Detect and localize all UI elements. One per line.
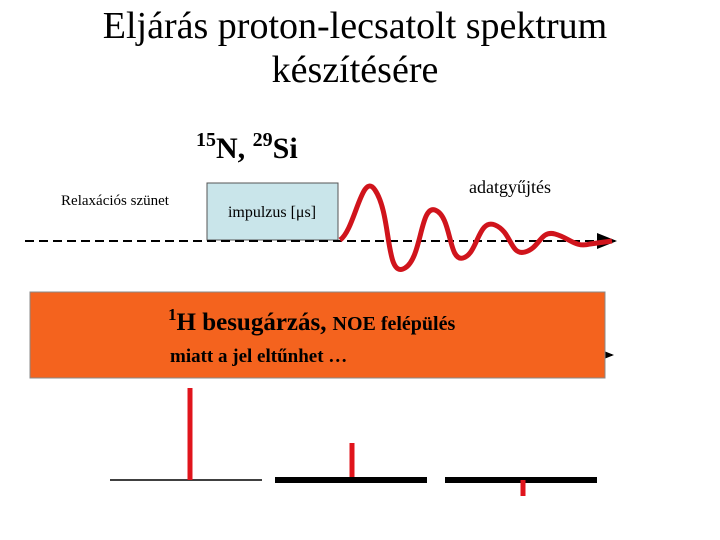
irradiation-line: H besugárzás, [177,309,327,336]
irradiation-line: NOE felépülés [333,313,456,335]
pulse-label: impulzus [μs] [228,204,316,221]
title-line: készítésére [272,49,439,91]
superscript: 1 [168,305,177,324]
irradiation-box [29,291,606,379]
irradiation-text: miatt a jel eltűnhet … [170,346,347,367]
irradiation-text: 1H besugárzás, NOE felépülés [168,305,455,336]
superscript: 15 [196,129,216,151]
element: Si [273,132,298,165]
acquisition-label: adatgyűjtés [469,177,551,197]
element: N, [216,132,253,165]
relaxation-label: Relaxációs szünet [61,193,170,209]
fid-wave [338,183,613,272]
superscript: 29 [253,129,273,151]
nuclei: 15N, 29Si [196,129,298,165]
title-line: Eljárás proton-lecsatolt spektrum [103,5,607,47]
pulse-box [206,182,339,241]
